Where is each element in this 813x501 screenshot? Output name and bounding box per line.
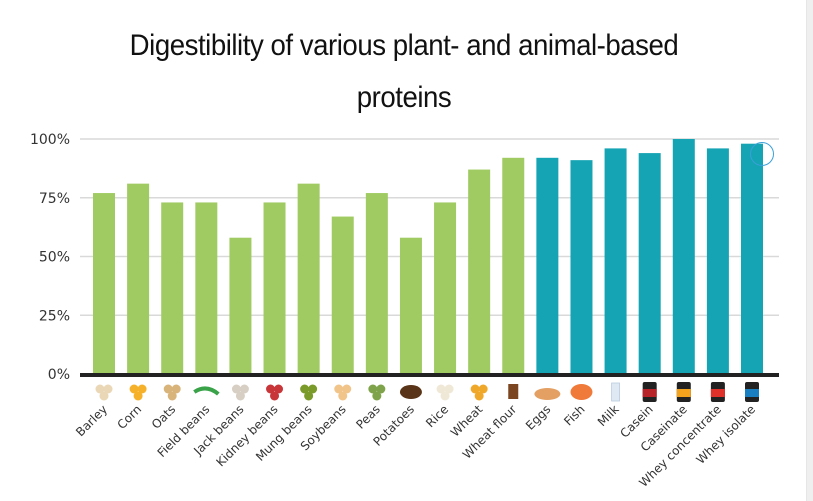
bar-milk [604,148,627,374]
category-icons [95,382,759,402]
whey-concentrate-tub-icon [710,382,725,402]
fish-steak-icon [570,384,593,400]
bar-fish [570,160,593,374]
y-tick-label: 25% [39,308,70,324]
x-tick-label: Fish [561,402,587,428]
bar-caseinate [672,139,695,374]
bar-corn [127,183,150,374]
casein-tub-icon [642,382,657,402]
cursor-indicator [750,142,774,166]
bar-wheat-flour [502,157,525,374]
bar-potatoes [399,237,422,374]
bar-eggs [536,157,559,374]
bar-oats [161,202,184,374]
x-tick-label: Peas [353,402,383,432]
x-tick-label: Corn [114,402,144,432]
bar-jack-beans [229,237,252,374]
bar-barley [93,193,115,374]
wheat-flour-bag-icon [508,384,519,399]
bar-peas [365,193,388,374]
soybean-icon [334,384,352,401]
mung-bean-icon [300,384,318,401]
eggs-carton-icon [534,388,561,400]
whey-isolate-tub-icon [745,382,759,402]
kidney-bean-icon [266,384,284,401]
barley-grain-icon [95,384,113,401]
y-tick-label: 100% [30,132,70,148]
x-tick-label: Oats [149,402,179,432]
bar-rice [434,202,457,374]
field-bean-pod-icon [193,386,220,396]
corn-kernel-icon [129,384,147,401]
vertical-scrollbar[interactable] [806,0,813,501]
wheat-icon [470,384,488,401]
y-tick-label: 75% [39,191,70,207]
jack-bean-icon [231,384,249,401]
bar-wheat [468,169,491,374]
bar-whey-concentrate [706,148,729,374]
y-axis-ticks: 0% 25% 50% 75% 100% [30,132,70,383]
oats-grain-icon [163,384,181,401]
bar-whey-isolate [741,143,763,374]
x-axis-line [80,373,779,377]
x-tick-label: Rice [423,402,451,430]
potato-icon [399,385,422,399]
y-tick-label: 0% [48,367,70,383]
bar-soybeans [331,216,354,374]
x-tick-label: Milk [595,402,622,429]
bars [93,139,763,374]
chart-title-line-1: Digestibility of various plant- and anim… [129,29,679,62]
x-tick-label: Eggs [523,402,553,432]
pea-icon [368,384,386,401]
milk-carton-icon [611,382,620,402]
caseinate-tub-icon [676,382,691,402]
bar-kidney-beans [263,202,286,374]
chart-title: Digestibility of various plant- and anim… [69,20,739,124]
chart-title-line-2: proteins [356,81,452,114]
x-tick-label: Barley [73,402,110,439]
rice-icon [436,384,454,401]
bar-casein [638,153,661,374]
bar-mung-beans [297,183,320,374]
y-tick-label: 50% [39,250,70,266]
bar-field-beans [195,202,218,374]
